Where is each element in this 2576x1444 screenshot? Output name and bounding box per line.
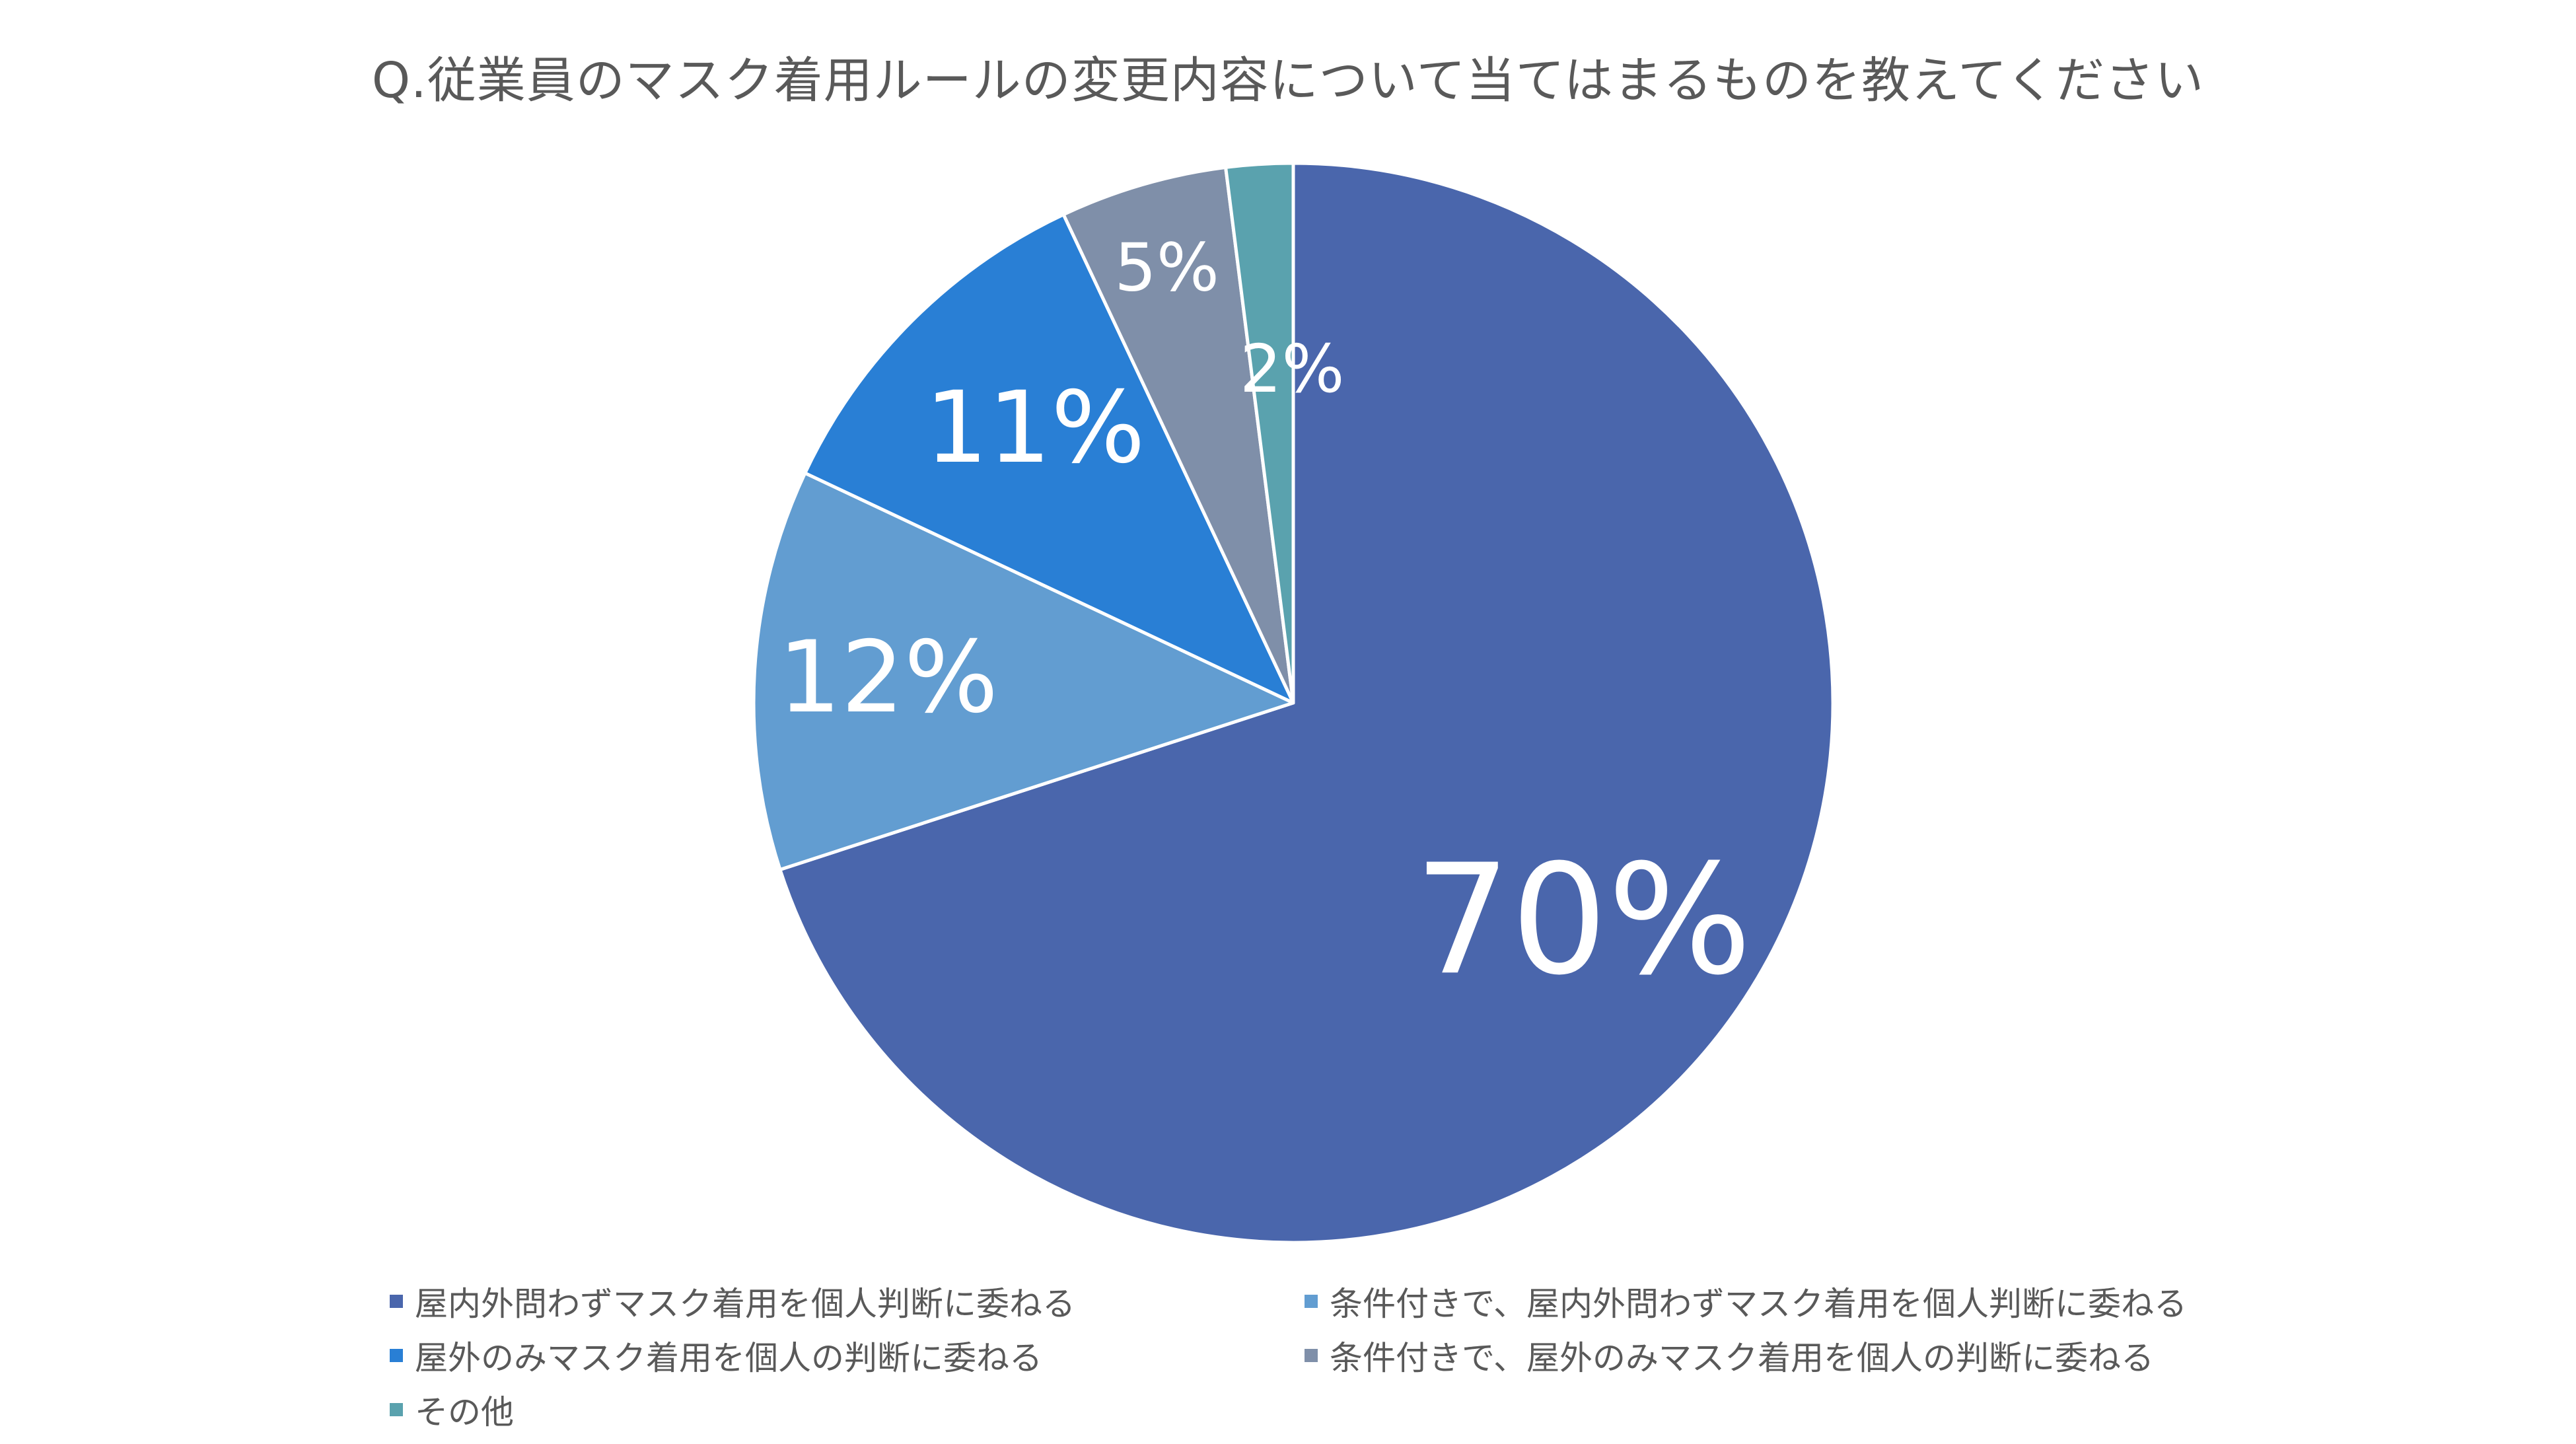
data-label-2: 12% [778,620,998,735]
data-label-5: 2% [1240,330,1345,408]
pie-slice-2 [752,471,1295,871]
data-label-3: 11% [925,371,1145,486]
pie-slice-3 [803,213,1295,705]
pie-slice-1 [778,161,1835,1245]
pie-data-labels: 70% 12% 11% 5% 2% [778,229,1752,1009]
pie-slice-4 [1061,165,1295,705]
pie-slice-5 [1224,161,1295,705]
pie-slices [752,161,1835,1245]
data-label-1: 70% [1414,832,1752,1009]
chart-title: Q.従業員のマスク着用ルールの変更内容について当てはまるものを教えてください [371,52,2205,109]
data-label-4: 5% [1114,229,1219,306]
